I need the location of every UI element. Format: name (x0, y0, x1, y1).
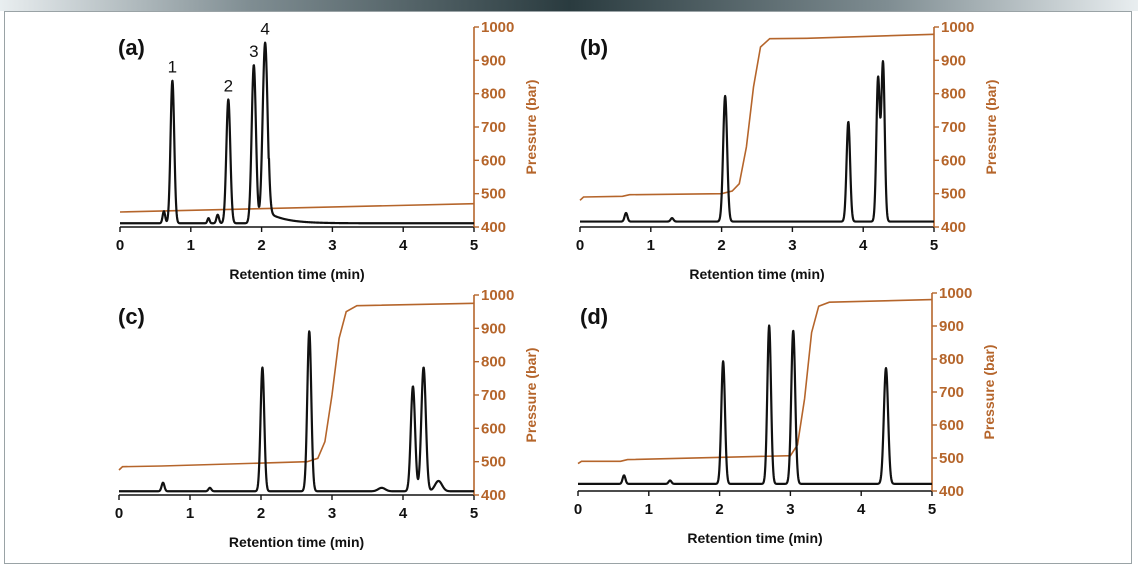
panel-label: (a) (118, 35, 145, 60)
x-tick-label: 5 (928, 501, 936, 518)
panel-b: (b) 0 1 2 3 4 5 Retention time (min) 400 500 600 70… (576, 19, 999, 282)
x-tick-label: 2 (717, 237, 725, 254)
pressure-tick-label: 500 (939, 450, 964, 467)
panel-d: (d) 0 1 2 3 4 5 Retention time (min) 400 500 600 70… (574, 285, 997, 546)
panel-c: (c) 0 1 2 3 4 5 Retention time (min) 400 500 600 70… (115, 287, 539, 550)
x-tick-label: 4 (399, 505, 408, 522)
figure-frame (4, 11, 1132, 564)
pressure-tick-label: 900 (939, 318, 964, 335)
x-tick-label: 0 (116, 237, 124, 254)
x-tick-label: 5 (470, 237, 478, 254)
x-tick-label: 2 (715, 501, 723, 518)
chromatogram-trace (579, 60, 935, 223)
pressure-tick-label: 800 (481, 354, 506, 371)
x-tick-label: 0 (576, 237, 584, 254)
pressure-tick-label: 400 (939, 483, 964, 500)
pressure-axis-title: Pressure (bar) (981, 345, 997, 440)
pressure-tick-label: 700 (481, 119, 506, 136)
pressure-tick-label: 800 (939, 351, 964, 368)
panel-label: (c) (118, 304, 145, 329)
pressure-axis-title: Pressure (bar) (523, 80, 539, 175)
pressure-tick-label: 1000 (481, 19, 514, 36)
x-tick-label: 4 (399, 237, 408, 254)
x-axis-title: Retention time (min) (229, 534, 364, 550)
pressure-tick-label: 1000 (481, 287, 514, 304)
x-tick-label: 5 (930, 237, 938, 254)
x-tick-label: 0 (574, 501, 582, 518)
panel-label: (d) (580, 304, 608, 329)
pressure-trace (577, 298, 933, 465)
pressure-tick-label: 900 (481, 320, 506, 337)
x-tick-label: 3 (328, 237, 336, 254)
pressure-tick-label: 600 (941, 152, 966, 169)
x-tick-label: 3 (786, 501, 794, 518)
x-tick-label: 4 (859, 237, 868, 254)
panel-label: (b) (580, 35, 608, 60)
pressure-tick-label: 400 (941, 219, 966, 236)
peak-label: 4 (260, 20, 269, 39)
chromatogram-trace (577, 324, 933, 485)
x-axis-title: Retention time (min) (689, 266, 824, 282)
pressure-trace (119, 202, 475, 213)
pressure-tick-label: 800 (941, 86, 966, 103)
x-tick-label: 4 (857, 501, 866, 518)
x-tick-label: 1 (647, 237, 655, 254)
pressure-tick-label: 500 (481, 454, 506, 471)
pressure-trace (579, 33, 935, 201)
pressure-axis-title: Pressure (bar) (983, 80, 999, 175)
pressure-tick-label: 600 (481, 152, 506, 169)
pressure-tick-label: 400 (481, 219, 506, 236)
pressure-tick-label: 600 (939, 417, 964, 434)
pressure-tick-label: 900 (941, 52, 966, 69)
x-axis-title: Retention time (min) (687, 530, 822, 546)
x-tick-label: 1 (187, 237, 195, 254)
pressure-axis-title: Pressure (bar) (523, 348, 539, 443)
x-axis-title: Retention time (min) (229, 266, 364, 282)
pressure-tick-label: 600 (481, 420, 506, 437)
pressure-tick-label: 500 (481, 186, 506, 203)
peak-label: 3 (249, 42, 258, 61)
chromatogram-trace (118, 330, 475, 493)
pressure-tick-label: 500 (941, 186, 966, 203)
pressure-tick-label: 700 (481, 387, 506, 404)
x-tick-label: 5 (470, 505, 478, 522)
x-tick-label: 2 (257, 237, 265, 254)
pressure-trace (118, 302, 475, 471)
x-tick-label: 3 (328, 505, 336, 522)
peak-label: 1 (168, 58, 177, 77)
peak-label: 2 (224, 76, 233, 95)
pressure-tick-label: 800 (481, 86, 506, 103)
pressure-tick-label: 700 (941, 119, 966, 136)
pressure-tick-label: 1000 (941, 19, 974, 36)
pressure-tick-label: 900 (481, 52, 506, 69)
x-tick-label: 2 (257, 505, 265, 522)
pressure-tick-label: 400 (481, 487, 506, 504)
pressure-tick-label: 700 (939, 384, 964, 401)
x-tick-label: 1 (186, 505, 194, 522)
x-tick-label: 1 (645, 501, 653, 518)
x-tick-label: 3 (788, 237, 796, 254)
x-tick-label: 0 (115, 505, 123, 522)
chromatogram-trace (119, 41, 475, 225)
pressure-tick-label: 1000 (939, 285, 972, 302)
top-gradient-bar (0, 0, 1138, 11)
